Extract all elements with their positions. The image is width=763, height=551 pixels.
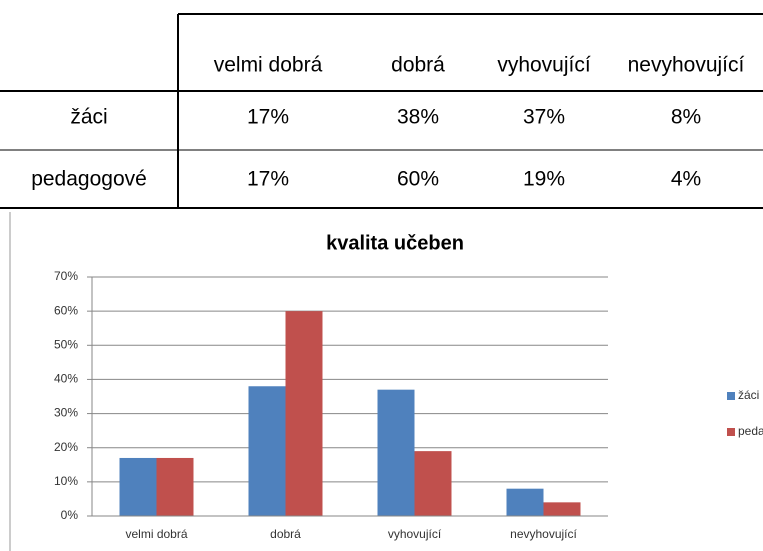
column-header: nevyhovující [628,54,745,77]
x-tick-label: nevyhovující [510,527,577,541]
bar [377,389,415,516]
table-cell: 17% [247,106,289,129]
y-tick-label: 60% [54,303,78,317]
y-tick-label: 30% [54,406,78,420]
bar [119,457,157,516]
y-tick-label: 20% [54,440,78,454]
bar [506,488,544,516]
bar [414,451,452,516]
y-tick-label: 40% [54,372,78,386]
table-cell: 19% [523,168,565,191]
column-header: vyhovující [497,54,591,77]
table-cell: 8% [671,106,701,129]
row-label: pedagogové [31,168,147,191]
legend-swatch [727,428,735,436]
y-tick-label: 70% [54,269,78,283]
legend-swatch [727,392,735,400]
bar [248,386,286,516]
y-tick-label: 50% [54,337,78,351]
bar [543,502,581,516]
bar [285,311,323,516]
table-cell: 60% [397,168,439,191]
column-header: dobrá [391,54,445,77]
table-cell: 38% [397,106,439,129]
legend-label: žáci [738,388,759,402]
row-label: žáci [70,106,107,129]
column-header: velmi dobrá [214,54,323,77]
table-cell: 17% [247,168,289,191]
y-tick-label: 10% [54,474,78,488]
x-tick-label: dobrá [270,527,301,541]
x-tick-label: velmi dobrá [125,527,187,541]
table-cell: 4% [671,168,701,191]
chart-title: kvalita učeben [326,232,464,254]
bar [156,457,194,516]
x-tick-label: vyhovující [388,527,442,541]
table-cell: 37% [523,106,565,129]
y-tick-label: 0% [61,508,79,522]
legend-label: pedagogové [738,424,763,438]
